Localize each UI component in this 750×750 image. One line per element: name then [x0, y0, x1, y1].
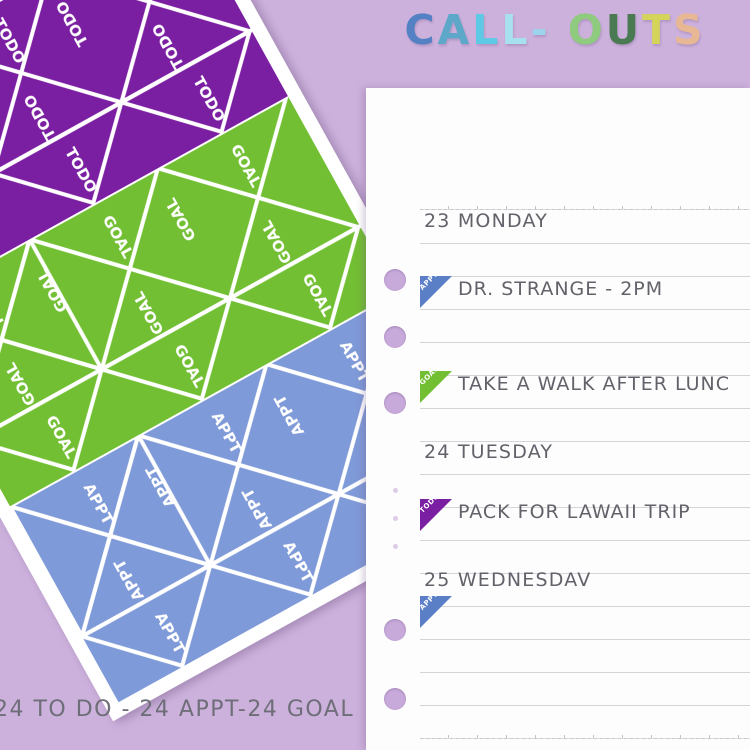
- hole-punch: [393, 516, 398, 521]
- entry-text: PACK FOR LAWAII TRIP: [458, 501, 691, 523]
- todo-triangles: TODO TODO TODO TODO TODO TODO TODO TODO …: [0, 0, 288, 311]
- title-letter-6: O: [567, 6, 606, 54]
- page-title: CALL- OUTS: [365, 6, 745, 54]
- goal-triangles: GOAL GOAL GOAL GOAL GOAL GOAL GOAL GOAL …: [0, 96, 397, 507]
- planner-entry-3[interactable]: APPT: [418, 590, 746, 629]
- title-letter-0: C: [404, 6, 438, 54]
- rule-line: [420, 243, 750, 244]
- rule-line: [420, 375, 750, 376]
- title-letter-7: U: [605, 6, 643, 54]
- title-letter-9: S: [673, 6, 706, 54]
- rule-line: [420, 474, 750, 475]
- title-letter-5: [551, 6, 568, 54]
- rule-line: [420, 735, 750, 739]
- hole-punch: [384, 619, 406, 641]
- sticker-appt-icon: [420, 596, 452, 628]
- sticker-todo-icon: [420, 499, 452, 531]
- entry-text: TAKE A WALK AFTER LUNC: [458, 373, 730, 395]
- day-heading-0: 23 MONDAY: [424, 210, 549, 232]
- title-letter-8: T: [642, 6, 673, 54]
- entry-text: DR. STRANGE - 2PM: [458, 278, 664, 300]
- sticker-appt-icon: [420, 276, 452, 308]
- rule-line: [420, 206, 750, 210]
- planner-entry-1[interactable]: GOAL TAKE A WALK AFTER LUNC: [418, 365, 746, 404]
- rule-line: [420, 441, 750, 442]
- rule-line: [420, 342, 750, 343]
- hole-punch: [393, 544, 398, 549]
- rule-line: [420, 309, 750, 310]
- hole-punch: [384, 392, 406, 414]
- planner-page: 23 MONDAY 24 TUESDAY 25 WEDNESDAV APPT DR. …: [366, 88, 750, 750]
- sticker-count-caption: 24 TO DO - 24 APPT-24 GOAL: [0, 697, 355, 722]
- rule-line: [420, 672, 750, 673]
- rule-line: [420, 276, 750, 277]
- rule-line: [420, 573, 750, 574]
- rule-line: [420, 540, 750, 541]
- planner-entry-2[interactable]: TODO PACK FOR LAWAII TRIP: [418, 492, 746, 532]
- hole-punch: [384, 269, 406, 291]
- day-heading-2: 25 WEDNESDAV: [424, 569, 592, 591]
- sticker-band-todo: TODO TODO TODO TODO TODO TODO TODO TODO …: [0, 0, 288, 311]
- rule-line: [420, 408, 750, 409]
- hole-punch: [384, 326, 406, 348]
- title-letter-4: -: [530, 6, 551, 54]
- title-letter-2: L: [472, 6, 502, 54]
- title-letter-3: L: [501, 6, 531, 54]
- planner-entry-0[interactable]: APPT DR. STRANGE - 2PM: [418, 270, 746, 309]
- hole-punch: [393, 488, 398, 493]
- day-heading-1: 24 TUESDAY: [424, 441, 554, 463]
- rule-line: [420, 639, 750, 640]
- rule-line: [420, 705, 750, 706]
- sticker-goal-icon: [420, 371, 452, 403]
- title-letter-1: A: [437, 6, 473, 54]
- sticker-band-goal: GOAL GOAL GOAL GOAL GOAL GOAL GOAL GOAL …: [0, 96, 397, 507]
- hole-punch: [384, 688, 406, 710]
- rule-line: [420, 606, 750, 607]
- rule-line: [420, 507, 750, 508]
